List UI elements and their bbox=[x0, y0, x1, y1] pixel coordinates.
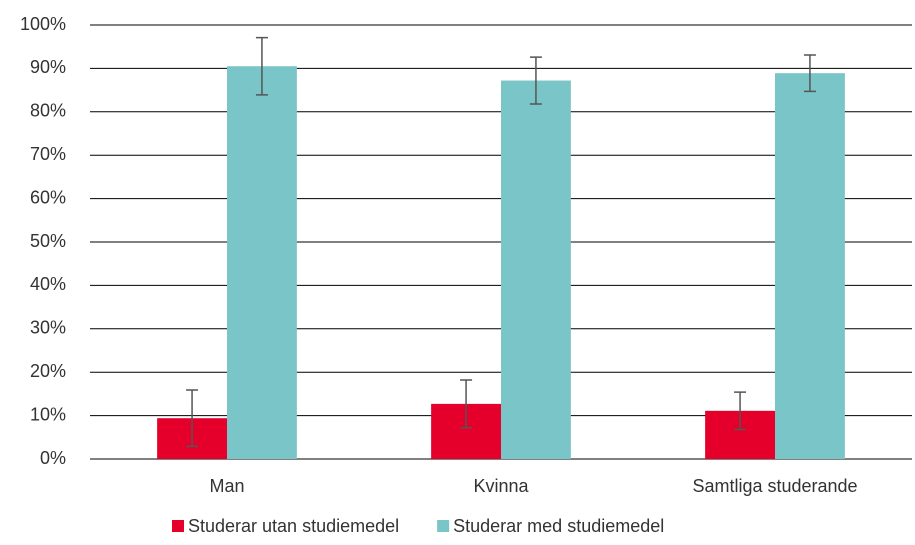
error-bar bbox=[460, 379, 473, 429]
y-tick-label: 30% bbox=[30, 318, 66, 338]
x-tick-label: Man bbox=[209, 476, 244, 496]
x-tick-label: Kvinna bbox=[473, 476, 529, 496]
bar bbox=[501, 80, 571, 459]
error-bar bbox=[186, 389, 199, 448]
y-tick-label: 0% bbox=[40, 448, 66, 468]
y-tick-label: 10% bbox=[30, 404, 66, 424]
x-tick-label: Samtliga studerande bbox=[692, 476, 857, 496]
y-tick-label: 20% bbox=[30, 361, 66, 381]
error-bar bbox=[529, 56, 542, 105]
bar bbox=[775, 73, 845, 459]
y-tick-label: 90% bbox=[30, 57, 66, 77]
bar bbox=[227, 66, 297, 459]
legend-label: Studerar med studiemedel bbox=[453, 516, 664, 536]
legend-label: Studerar utan studiemedel bbox=[188, 516, 399, 536]
y-tick-label: 60% bbox=[30, 187, 66, 207]
legend-swatch bbox=[437, 520, 450, 532]
y-tick-label: 50% bbox=[30, 231, 66, 251]
y-tick-label: 80% bbox=[30, 101, 66, 121]
y-tick-label: 100% bbox=[20, 14, 66, 34]
y-tick-label: 40% bbox=[30, 274, 66, 294]
legend-swatch bbox=[172, 520, 184, 532]
y-tick-label: 70% bbox=[30, 144, 66, 164]
error-bar bbox=[255, 36, 268, 96]
error-bar bbox=[803, 54, 816, 93]
error-bar bbox=[734, 391, 747, 431]
